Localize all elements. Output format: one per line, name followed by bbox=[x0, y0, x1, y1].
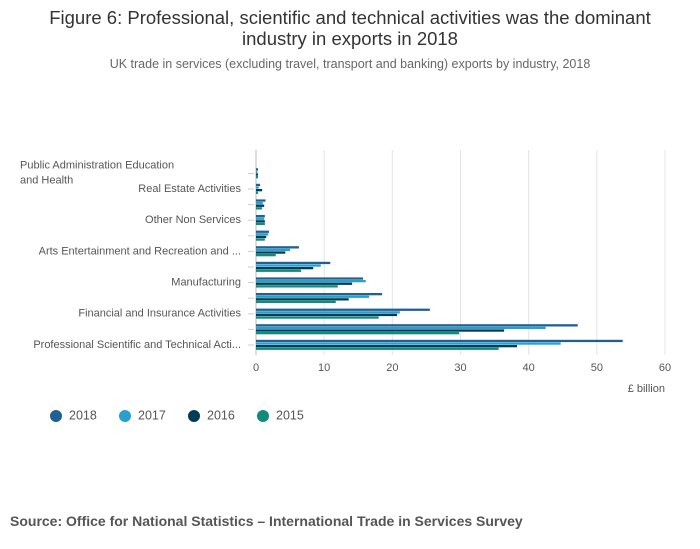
bar bbox=[256, 189, 263, 192]
y-tick-label: Real Estate Activities bbox=[138, 183, 241, 195]
bar bbox=[256, 176, 259, 179]
bar bbox=[256, 170, 258, 174]
chart-title: Figure 6: Professional, scientific and t… bbox=[49, 7, 651, 49]
bar bbox=[256, 311, 400, 314]
bar bbox=[256, 308, 430, 311]
bar bbox=[256, 204, 265, 207]
bar bbox=[256, 277, 364, 280]
legend-swatch bbox=[188, 410, 200, 422]
bar bbox=[256, 261, 331, 265]
legend-label: 2016 bbox=[207, 408, 235, 422]
bar bbox=[256, 329, 505, 332]
bar bbox=[256, 246, 299, 249]
bar bbox=[256, 235, 267, 239]
x-axis-label: £ billion bbox=[628, 383, 665, 395]
bar bbox=[256, 230, 269, 233]
bar bbox=[256, 222, 265, 226]
bar bbox=[256, 280, 366, 283]
bar bbox=[256, 267, 314, 270]
bar bbox=[256, 295, 370, 298]
legend-label: 2015 bbox=[276, 408, 304, 422]
bar bbox=[256, 191, 259, 194]
bar bbox=[256, 293, 383, 296]
bar bbox=[256, 269, 301, 272]
source: Source: Office for National Statistics –… bbox=[10, 513, 523, 529]
x-tick-label: 20 bbox=[386, 362, 398, 374]
bar bbox=[256, 282, 353, 285]
x-tick-label: 60 bbox=[659, 362, 671, 374]
y-tick-label: Other Non Services bbox=[145, 214, 241, 226]
legend-swatch bbox=[50, 410, 62, 422]
bar bbox=[256, 215, 265, 218]
bar bbox=[256, 347, 499, 350]
y-tick-label: Manufacturing bbox=[171, 277, 241, 289]
bar bbox=[256, 332, 460, 335]
bar bbox=[256, 285, 338, 288]
bar bbox=[256, 298, 349, 301]
label-line: Public Administration Education bbox=[20, 159, 174, 171]
bar bbox=[256, 220, 265, 223]
legend-label: 2017 bbox=[138, 408, 166, 422]
bar bbox=[256, 264, 321, 267]
x-tick-label: 0 bbox=[253, 362, 259, 374]
bar bbox=[256, 217, 265, 220]
bar bbox=[256, 238, 265, 241]
bar bbox=[256, 300, 336, 304]
bar bbox=[256, 199, 266, 202]
bar bbox=[256, 313, 398, 317]
bar bbox=[256, 207, 263, 210]
x-tick-label: 40 bbox=[523, 362, 535, 374]
legend-label: 2018 bbox=[69, 408, 97, 422]
y-tick-label: Public Administration Education and Healt… bbox=[20, 159, 174, 186]
bar bbox=[256, 173, 259, 176]
x-tick-label: 30 bbox=[454, 362, 466, 374]
y-tick-label: Professional Scientific and Technical Ac… bbox=[33, 339, 241, 351]
bar bbox=[256, 342, 561, 345]
y-tick-label: Financial and Insurance Activities bbox=[78, 308, 241, 320]
bar bbox=[256, 345, 518, 348]
bar bbox=[256, 248, 291, 252]
bar bbox=[256, 202, 263, 205]
bar bbox=[256, 251, 286, 254]
bar bbox=[256, 339, 623, 343]
bar bbox=[256, 168, 259, 171]
label-line: and Health bbox=[20, 174, 73, 186]
legend: 2018 2017 2016 2015 bbox=[50, 408, 304, 422]
bar bbox=[256, 186, 259, 189]
bar bbox=[256, 326, 546, 330]
chart-subtitle: UK trade in services (excluding travel, … bbox=[109, 57, 591, 71]
legend-swatch bbox=[257, 410, 269, 422]
y-tick-label: Arts Entertainment and Recreation and ..… bbox=[39, 245, 241, 257]
x-tick-label: 10 bbox=[318, 362, 330, 374]
bar bbox=[256, 324, 578, 327]
x-tick-label: 50 bbox=[591, 362, 603, 374]
legend-swatch bbox=[119, 410, 131, 422]
bar bbox=[256, 316, 379, 319]
bar bbox=[256, 254, 276, 257]
bar bbox=[256, 183, 261, 187]
bar bbox=[256, 233, 269, 236]
